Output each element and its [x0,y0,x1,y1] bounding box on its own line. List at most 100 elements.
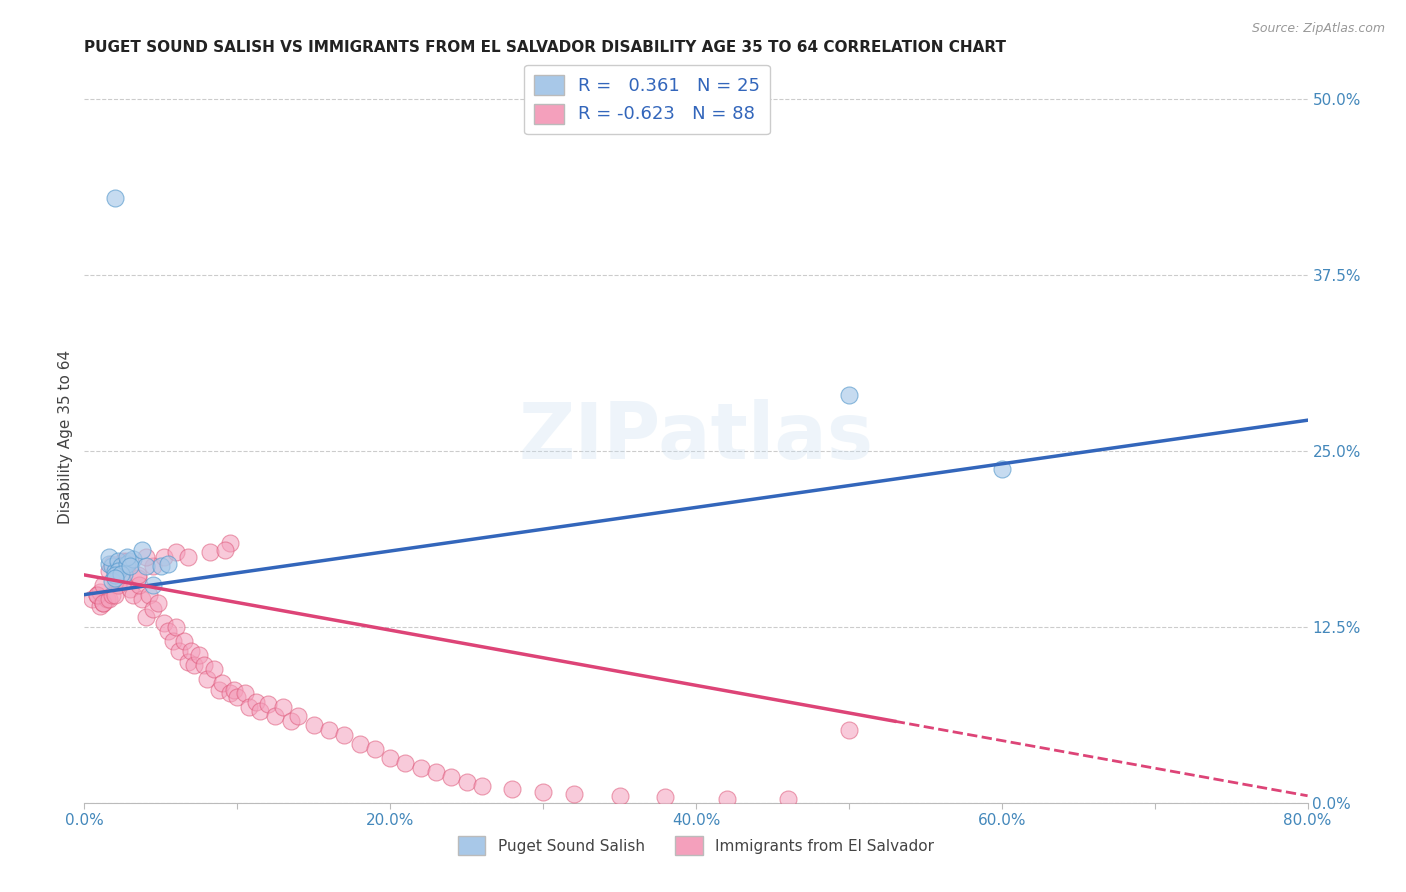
Point [157,624,180,639]
Point [380,751,402,765]
Point [264,708,287,723]
Point [110,559,132,574]
Point [153,615,176,630]
Point [238,700,260,714]
Point [97,564,120,578]
Point [177,549,200,564]
Point [180,644,202,658]
Point [198,545,221,559]
Point [318,723,340,737]
Point [302,718,325,732]
Point [101,559,124,574]
Text: Source: ZipAtlas.com: Source: ZipAtlas.com [1251,22,1385,36]
Point [195,672,218,686]
Point [86,588,108,602]
Point [104,191,127,205]
Point [128,578,150,592]
Point [115,549,138,564]
Point [562,788,585,802]
Point [111,574,134,588]
Point [991,462,1014,476]
Point [188,648,211,662]
Point [86,588,108,602]
Point [122,588,145,602]
Point [214,542,236,557]
Point [245,694,267,708]
Point [107,578,129,592]
Point [107,554,129,568]
Point [471,779,494,793]
Point [131,591,153,606]
Point [716,791,738,805]
Point [115,557,138,571]
Point [112,566,135,581]
Point [165,620,187,634]
Point [135,549,157,564]
Point [531,784,554,798]
Point [409,761,432,775]
Point [111,554,134,568]
Point [107,564,129,578]
Text: ZIPatlas: ZIPatlas [519,399,873,475]
Point [233,686,256,700]
Point [91,596,114,610]
Point [364,742,387,756]
Point [104,568,127,582]
Text: PUGET SOUND SALISH VS IMMIGRANTS FROM EL SALVADOR DISABILITY AGE 35 TO 64 CORREL: PUGET SOUND SALISH VS IMMIGRANTS FROM EL… [84,40,1007,55]
Point [218,686,240,700]
Point [153,549,176,564]
Point [211,676,233,690]
Point [97,591,120,606]
Point [135,610,157,624]
Point [208,683,231,698]
Point [349,737,371,751]
Point [654,790,676,805]
Point [120,559,142,574]
Point [149,559,172,574]
Point [104,564,127,578]
Point [89,599,111,613]
Point [138,588,160,602]
Point [142,601,165,615]
Point [167,644,190,658]
Point [440,771,463,785]
Point [104,571,127,585]
Point [115,559,138,574]
Point [183,657,205,672]
Point [157,557,180,571]
Point [838,723,860,737]
Point [165,545,187,559]
Point [280,714,302,729]
Point [111,559,134,574]
Point [120,554,142,568]
Point [776,791,799,805]
Point [257,698,280,712]
Point [249,705,271,719]
Point [193,657,215,672]
Point [101,557,124,571]
Point [80,591,103,606]
Point [110,566,132,581]
Point [394,756,416,771]
Point [104,568,127,582]
Point [218,535,240,549]
Point [333,728,356,742]
Point [104,574,127,588]
Point [101,574,124,588]
Point [502,781,524,796]
Point [101,588,124,602]
Point [135,559,157,574]
Point [838,388,860,402]
Point [89,584,111,599]
Point [120,582,142,596]
Point [271,700,294,714]
Point [104,588,127,602]
Point [287,708,309,723]
Point [224,683,246,698]
Legend: Puget Sound Salish, Immigrants from El Salvador: Puget Sound Salish, Immigrants from El S… [451,830,941,861]
Y-axis label: Disability Age 35 to 64: Disability Age 35 to 64 [58,350,73,524]
Point [425,764,447,779]
Point [173,634,195,648]
Point [177,655,200,669]
Point [131,542,153,557]
